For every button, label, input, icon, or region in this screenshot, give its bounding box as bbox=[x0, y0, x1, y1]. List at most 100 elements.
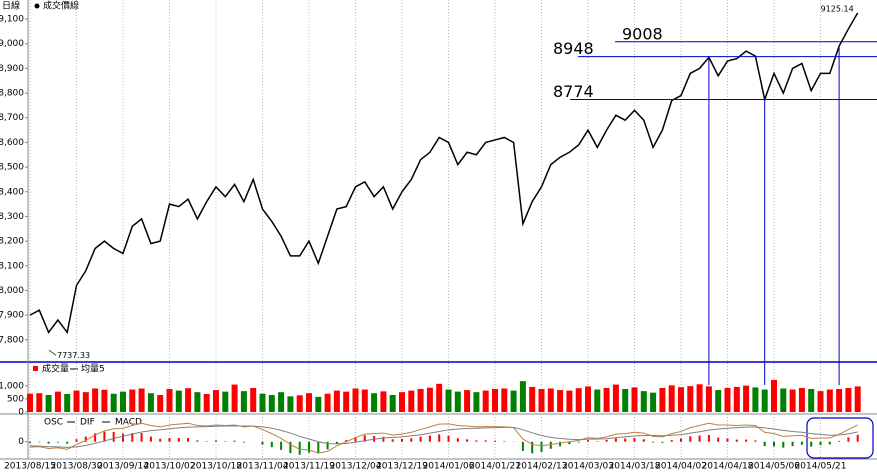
volume-bar bbox=[538, 389, 545, 412]
osc-bar bbox=[456, 438, 459, 442]
volume-bar bbox=[231, 384, 238, 412]
volume-bar bbox=[361, 389, 368, 412]
volume-bar bbox=[222, 391, 229, 412]
osc-bar bbox=[354, 437, 357, 442]
volume-bar bbox=[417, 389, 424, 412]
osc-bar bbox=[698, 435, 701, 442]
volume-bar bbox=[705, 386, 712, 412]
volume-bar bbox=[771, 379, 777, 412]
osc-bar bbox=[140, 433, 143, 442]
volume-bar bbox=[464, 390, 471, 412]
volume-bar bbox=[733, 386, 740, 412]
osc-bar bbox=[187, 437, 190, 442]
volume-bar bbox=[557, 390, 564, 412]
volume-bar bbox=[426, 387, 433, 412]
osc-bar bbox=[782, 441, 785, 448]
x-tick-label: 2013/10/18 bbox=[190, 462, 242, 472]
volume-bar bbox=[687, 386, 694, 412]
volume-bar bbox=[696, 384, 703, 412]
osc-bar bbox=[531, 441, 534, 454]
price-line bbox=[29, 12, 859, 335]
volume-bar bbox=[519, 381, 526, 412]
osc-bar bbox=[447, 435, 450, 442]
osc-bar bbox=[47, 441, 50, 444]
volume-bar bbox=[352, 388, 359, 412]
volume-bar bbox=[129, 389, 136, 412]
osc-bar bbox=[847, 437, 850, 442]
volume-legend-swatch bbox=[33, 366, 38, 371]
volume-bar bbox=[761, 389, 768, 412]
y-tick-label: 1,000 bbox=[0, 381, 24, 391]
dif-legend: DIF bbox=[80, 418, 95, 428]
osc-bar bbox=[494, 440, 496, 442]
x-tick-label: 2013/11/19 bbox=[283, 462, 335, 472]
x-tick-label: 2013/09/14 bbox=[97, 462, 149, 472]
osc-bar bbox=[335, 441, 338, 444]
osc-bar bbox=[382, 436, 385, 442]
osc-bar bbox=[56, 441, 59, 443]
volume-bar bbox=[482, 390, 489, 412]
osc-bar bbox=[289, 441, 292, 454]
volume-bar bbox=[780, 388, 787, 412]
osc-bar bbox=[84, 436, 87, 442]
osc-bar bbox=[122, 433, 124, 442]
y-tick-label: 8,800 bbox=[0, 89, 24, 99]
osc-bar bbox=[112, 431, 115, 442]
volume-bar bbox=[175, 390, 182, 412]
osc-bar bbox=[205, 441, 208, 442]
volume-bar bbox=[798, 387, 805, 412]
volume-bar bbox=[203, 393, 210, 412]
x-tick-label: 2014/05/21 bbox=[795, 462, 847, 472]
volume-bar bbox=[808, 389, 815, 412]
osc-bar bbox=[428, 435, 431, 442]
volume-bar bbox=[445, 389, 452, 412]
osc-bar bbox=[791, 441, 794, 447]
volume-bar bbox=[73, 390, 80, 412]
osc-bar bbox=[568, 441, 571, 445]
osc-bar bbox=[577, 441, 580, 443]
volume-bar bbox=[333, 390, 340, 412]
osc-bar bbox=[707, 434, 710, 442]
x-tick-label: 2014/02/13 bbox=[516, 462, 568, 472]
y-tick-label: 8,400 bbox=[0, 187, 24, 197]
low-marker bbox=[48, 349, 57, 356]
volume-bar bbox=[389, 395, 396, 412]
y-tick-label: 7,900 bbox=[0, 311, 24, 321]
osc-bar bbox=[773, 441, 775, 447]
osc-bar bbox=[131, 433, 134, 442]
y-tick-label: 0 bbox=[18, 437, 24, 447]
osc-bar bbox=[345, 440, 348, 442]
volume-bar bbox=[436, 383, 443, 412]
y-tick-label: 9,100 bbox=[0, 15, 24, 25]
volume-bar bbox=[54, 391, 61, 412]
volume-bar bbox=[82, 392, 89, 412]
y-tick-label: 7,800 bbox=[0, 335, 24, 345]
volume-bar bbox=[399, 392, 405, 412]
x-tick-label: 2014/03/03 bbox=[562, 462, 614, 472]
x-tick-label: 2013/11/04 bbox=[237, 462, 289, 472]
volume-bar bbox=[743, 385, 750, 412]
volume-bar bbox=[473, 392, 480, 412]
highlight-box bbox=[806, 417, 874, 459]
volume-bar bbox=[306, 393, 312, 412]
osc-bar bbox=[317, 441, 320, 454]
x-tick-label: 2014/01/06 bbox=[423, 462, 475, 472]
volume-bar bbox=[594, 389, 601, 412]
x-tick-label: 2014/05/06 bbox=[748, 462, 800, 472]
low-label: 7737.33 bbox=[57, 351, 90, 360]
volume-bar bbox=[678, 387, 684, 412]
osc-bar bbox=[745, 439, 748, 442]
osc-bar bbox=[438, 434, 441, 442]
level-label: 9008 bbox=[622, 24, 663, 43]
level-label: 8774 bbox=[553, 82, 594, 101]
volume-bar bbox=[371, 393, 378, 412]
osc-bar bbox=[391, 439, 394, 442]
volume-bar bbox=[157, 395, 164, 412]
x-tick-label: 2014/04/18 bbox=[702, 462, 754, 472]
osc-bar bbox=[233, 440, 236, 442]
y-tick-label: 500 bbox=[7, 394, 24, 404]
osc-bar bbox=[261, 441, 264, 445]
volume-bar bbox=[36, 393, 43, 412]
osc-bar bbox=[670, 440, 673, 442]
x-tick-label: 2013/12/19 bbox=[376, 462, 428, 472]
